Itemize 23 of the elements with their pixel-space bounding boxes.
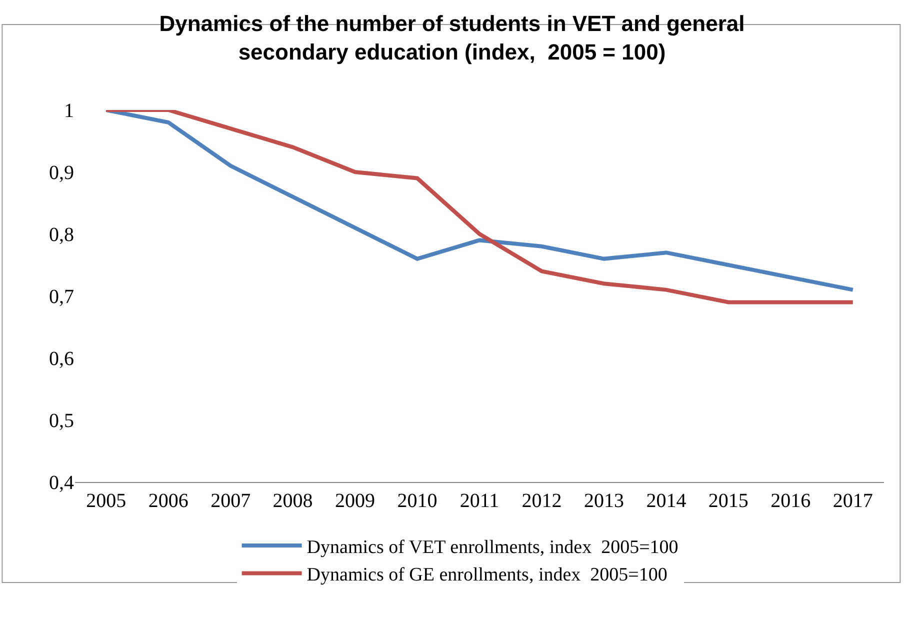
x-tick-label: 2005	[86, 490, 126, 512]
y-tick-label: 0,9	[49, 162, 74, 184]
x-tick-label: 2007	[210, 490, 251, 512]
x-tick-label: 2016	[770, 490, 811, 512]
x-tick-label: 2009	[335, 490, 376, 512]
x-tick-label: 2015	[708, 490, 748, 512]
y-tick-label: 0,7	[49, 286, 74, 308]
x-tick-label: 2013	[584, 490, 624, 512]
x-tick-label: 2011	[460, 490, 500, 512]
y-tick-label: 0,6	[49, 348, 74, 370]
legend-label: Dynamics of VET enrollments, index 2005=100	[306, 536, 678, 558]
chart-title: Dynamics of the number of students in VET and general secondary education (index, 2005 = 100)	[159, 11, 745, 65]
y-tick-label: 0,4	[49, 472, 74, 494]
x-tick-label: 2014	[646, 490, 686, 512]
x-tick-label: 2006	[148, 490, 188, 512]
x-tick-label: 2008	[272, 490, 313, 512]
x-tick-label: 2012	[522, 490, 562, 512]
y-tick-label: 1	[64, 100, 74, 122]
x-tick-label: 2017	[832, 490, 873, 512]
y-tick-label: 0,5	[49, 410, 74, 432]
legend-label: Dynamics of GE enrollments, index 2005=100	[306, 564, 668, 586]
y-tick-label: 0,8	[49, 224, 74, 246]
x-tick-label: 2010	[397, 490, 438, 512]
